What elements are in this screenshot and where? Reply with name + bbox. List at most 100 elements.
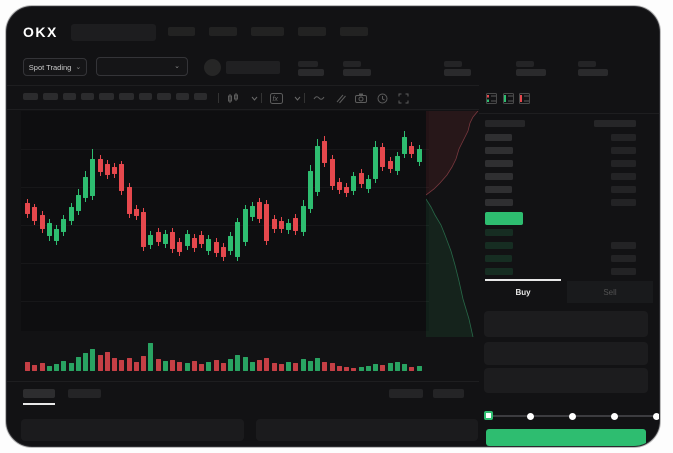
book-both-icon[interactable]: [486, 93, 497, 104]
timeframe-item-4[interactable]: [99, 93, 114, 100]
volume-bar: [358, 367, 364, 371]
volume-bar: [170, 360, 175, 371]
candle-type-icon[interactable]: [226, 92, 240, 104]
orders-tab-indicator: [23, 403, 55, 405]
candle: [46, 223, 52, 236]
slider-stop[interactable]: [569, 412, 576, 420]
volume-bar: [133, 362, 139, 371]
toolbar-divider: [304, 93, 305, 103]
candle: [322, 141, 328, 163]
ask-amount-skeleton: [611, 186, 636, 193]
slider-stop[interactable]: [610, 412, 618, 420]
candle: [54, 229, 59, 241]
volume-bar: [416, 366, 422, 371]
pair-icon: [204, 59, 221, 76]
gridline: [21, 149, 429, 150]
nav-item-2[interactable]: [251, 27, 284, 36]
candle: [235, 222, 241, 257]
volume-bar: [213, 360, 219, 371]
volume-bar: [271, 363, 277, 371]
volume-pane[interactable]: [21, 341, 429, 373]
market-type-dropdown[interactable]: Spot Trading ⌄: [23, 58, 87, 76]
candle: [402, 137, 407, 154]
candle: [220, 247, 226, 257]
timeframe-item-6[interactable]: [139, 93, 152, 100]
timeframe-item-2[interactable]: [63, 93, 76, 100]
search-input[interactable]: [71, 24, 156, 41]
order-form-field-0[interactable]: [484, 311, 648, 337]
header-divider: [7, 85, 659, 86]
candle: [213, 242, 219, 253]
volume-bar: [329, 363, 335, 371]
timeframe-item-8[interactable]: [176, 93, 189, 100]
okx-logo[interactable]: OKX: [23, 24, 58, 40]
ask-amount-skeleton: [611, 173, 636, 180]
volume-bar: [32, 365, 38, 371]
timeframe-item-1[interactable]: [43, 93, 58, 100]
line-tool-icon[interactable]: [312, 92, 326, 104]
bid-price-skeleton: [485, 268, 513, 275]
bid-amount-skeleton: [611, 268, 636, 275]
chevron-down-icon[interactable]: [247, 92, 261, 104]
chevron-down-icon: ⌄: [75, 63, 82, 71]
volume-bar: [112, 358, 117, 371]
history-icon[interactable]: [375, 92, 389, 104]
orders-tab-0[interactable]: [23, 389, 55, 398]
volume-bar: [177, 362, 183, 371]
draw-tool-icon[interactable]: [333, 92, 347, 104]
volume-bar: [235, 355, 241, 371]
candle: [315, 146, 320, 192]
nav-item-1[interactable]: [209, 27, 237, 36]
book-asks-icon[interactable]: [519, 93, 530, 104]
tab-sell[interactable]: Sell: [567, 281, 653, 303]
candle: [170, 232, 175, 249]
slider-stop[interactable]: [527, 412, 535, 420]
nav-item-3[interactable]: [298, 27, 326, 36]
nav-item-0[interactable]: [168, 27, 195, 36]
candle: [351, 176, 357, 191]
volume-bar: [97, 355, 103, 371]
candle: [32, 207, 38, 221]
candlestick-chart[interactable]: [21, 111, 429, 331]
chevron-down-icon[interactable]: [290, 92, 304, 104]
timeframe-item-0[interactable]: [23, 93, 38, 100]
timeframe-item-3[interactable]: [81, 93, 94, 100]
stat-value-skeleton-0: [298, 69, 324, 76]
indicators-icon[interactable]: fx: [269, 92, 283, 104]
buy-button[interactable]: [486, 429, 646, 446]
volume-bar: [162, 361, 168, 371]
order-form-field-1[interactable]: [484, 342, 648, 365]
orders-tab-1[interactable]: [68, 389, 101, 398]
volume-bar: [351, 368, 357, 371]
candle: [394, 156, 400, 171]
book-bids-icon[interactable]: [502, 93, 514, 104]
ask-amount-skeleton: [611, 160, 636, 167]
timeframe-item-7[interactable]: [157, 93, 171, 100]
stat-label-skeleton-3: [516, 61, 534, 67]
volume-bar: [75, 357, 81, 371]
orders-table-skeleton-1: [256, 419, 478, 441]
volume-bar: [380, 365, 386, 371]
order-form-field-2[interactable]: [484, 368, 648, 393]
timeframe-item-9[interactable]: [194, 93, 207, 100]
volume-bar: [249, 362, 255, 371]
tab-buy[interactable]: Buy: [485, 281, 561, 303]
candle: [278, 221, 284, 229]
candle: [307, 171, 313, 209]
slider-handle[interactable]: [484, 411, 493, 420]
candle: [61, 219, 67, 232]
orders-action-1[interactable]: [433, 389, 464, 398]
timeframe-item-5[interactable]: [119, 93, 134, 100]
gridline: [21, 263, 429, 264]
volume-bar: [242, 357, 248, 371]
fullscreen-icon[interactable]: [396, 92, 410, 104]
camera-icon[interactable]: [354, 92, 368, 104]
volume-bar: [286, 362, 291, 371]
ask-price-skeleton: [485, 199, 513, 206]
slider-stop[interactable]: [652, 412, 659, 420]
orders-action-0[interactable]: [389, 389, 423, 398]
nav-item-4[interactable]: [340, 27, 368, 36]
candle: [373, 147, 378, 179]
pair-dropdown[interactable]: ⌄: [96, 57, 188, 76]
candle: [90, 159, 96, 196]
